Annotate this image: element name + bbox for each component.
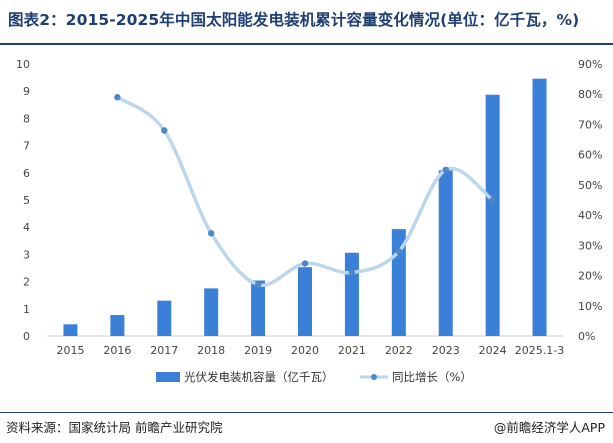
chart-canvas: 0 1 2 3 4 5 6 7 8 9 10 0% 10% 20% 30% 40% 50% 60% 70% 80% 90…	[16, 58, 602, 384]
left-axis-tick-label: 5	[23, 194, 30, 207]
growth-point	[301, 260, 309, 267]
x-axis-tick-label: 2019	[244, 344, 272, 357]
capacity-bar	[485, 94, 500, 337]
left-axis-tick-label: 2	[23, 276, 30, 289]
capacity-bar	[157, 300, 172, 336]
capacity-bar	[532, 78, 547, 337]
left-axis-tick-label: 7	[23, 140, 30, 153]
capacity-bar	[438, 170, 453, 336]
credit-note: @前瞻经济学人APP	[493, 420, 605, 435]
right-axis-tick-label: 20%	[578, 270, 602, 283]
growth-point	[489, 196, 496, 204]
capacity-bar	[344, 252, 359, 336]
right-axis-tick-label: 50%	[578, 179, 602, 192]
legend-line-label: 同比增长（%）	[392, 370, 472, 384]
growth-point	[207, 230, 215, 237]
left-axis-tick-label: 0	[23, 330, 30, 343]
x-axis-tick-label: 2020	[291, 344, 319, 357]
right-axis-tick-label: 60%	[578, 149, 602, 162]
left-axis-tick-label: 9	[23, 85, 30, 98]
growth-point	[114, 94, 121, 101]
x-axis-tick-label: 2022	[385, 344, 413, 357]
source-note: 资料来源：国家统计局 前瞻产业研究院	[6, 420, 223, 435]
x-axis-tick-label: 2021	[338, 344, 366, 357]
left-axis-tick-label: 10	[16, 58, 30, 71]
x-axis-tick-label: 2016	[103, 344, 131, 357]
capacity-bar	[298, 267, 312, 336]
footer-divider	[0, 412, 613, 413]
legend-bar-swatch	[156, 372, 180, 382]
x-axis-tick-label: 2015	[56, 344, 84, 357]
right-axis-tick-label: 40%	[578, 209, 602, 222]
x-axis-tick-label: 2017	[150, 344, 178, 357]
left-axis-tick-label: 6	[23, 167, 30, 180]
x-axis-tick-label: 2024	[479, 344, 507, 357]
legend-line-marker	[371, 374, 377, 380]
x-axis-tick-label: 2025.1-3	[515, 344, 564, 357]
left-axis-tick-label: 8	[23, 112, 30, 125]
left-axis-tick-label: 1	[23, 303, 30, 316]
right-axis-tick-label: 30%	[578, 239, 602, 252]
left-axis-tick-label: 4	[23, 221, 30, 234]
growth-point	[442, 166, 449, 173]
growth-point	[254, 281, 262, 288]
right-axis-tick-label: 0%	[578, 330, 595, 343]
right-axis-tick-label: 90%	[578, 58, 602, 71]
left-axis-tick-label: 3	[23, 248, 30, 261]
growth-line-layer	[114, 94, 496, 288]
capacity-bar	[110, 315, 125, 336]
title-divider	[0, 43, 613, 45]
x-axis-tick-label: 2023	[432, 344, 460, 357]
capacity-bar	[204, 288, 219, 336]
legend-bar-label: 光伏发电装机容量（亿千瓦）	[184, 370, 334, 384]
growth-point	[161, 127, 168, 134]
right-axis-tick-label: 80%	[578, 88, 602, 101]
right-axis-tick-label: 10%	[578, 300, 602, 313]
capacity-bar	[251, 280, 266, 336]
growth-line	[115, 95, 495, 287]
chart-title: 图表2：2015-2025年中国太阳能发电装机累计容量变化情况(单位：亿千瓦，%…	[8, 11, 580, 29]
capacity-bar	[63, 324, 78, 336]
growth-point	[348, 269, 356, 276]
axes-layer: 0 1 2 3 4 5 6 7 8 9 10 0% 10% 20% 30% 40% 50% 60% 70% 80% 90…	[16, 58, 602, 357]
growth-point	[395, 248, 403, 255]
bars-layer	[63, 78, 547, 337]
x-axis-tick-label: 2018	[197, 344, 225, 357]
right-axis-tick-label: 70%	[578, 118, 602, 131]
legend: 光伏发电装机容量（亿千瓦） 同比增长（%）	[156, 370, 472, 384]
